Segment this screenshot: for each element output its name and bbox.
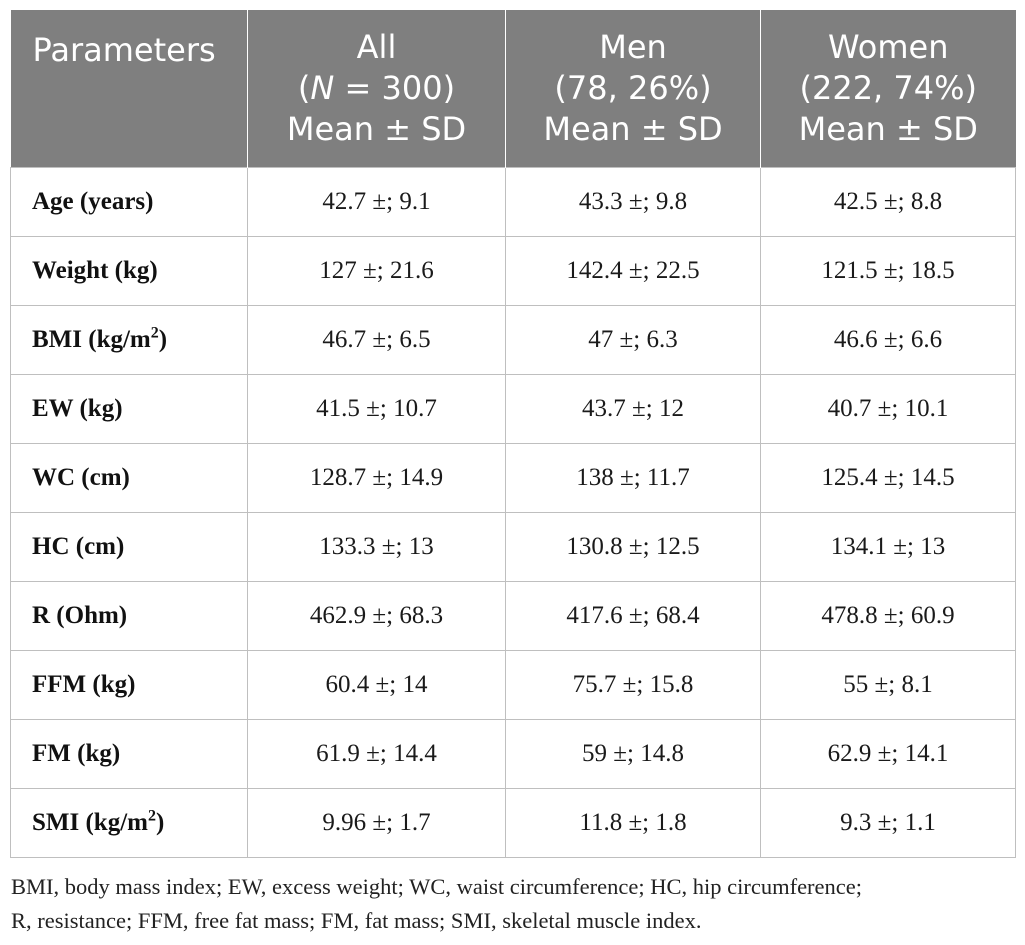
table-row: FM (kg) 61.9 ±; 14.4 59 ±; 14.8 62.9 ±; 14.…	[10, 719, 1016, 789]
cell-all: 133.3 ±; 13	[247, 512, 506, 582]
footnote-line-1: BMI, body mass index; EW, excess weight;…	[11, 874, 863, 899]
table-row: WC (cm) 128.7 ±; 14.9 138 ±; 11.7 125.4 ±; …	[10, 443, 1016, 513]
cell-men: 43.7 ±; 12	[505, 374, 761, 444]
table-row: Weight (kg) 127 ±; 21.6 142.4 ±; 22.5 121.5…	[10, 236, 1016, 306]
cell-all: 127 ±; 21.6	[247, 236, 506, 306]
table-header: Parameters All (N = 300) Mean ± SD Men (…	[10, 10, 1016, 168]
header-row: Parameters All (N = 300) Mean ± SD Men (…	[10, 10, 1016, 168]
row-label: Age (years)	[10, 167, 248, 237]
cell-all: 41.5 ±; 10.7	[247, 374, 506, 444]
cell-men: 11.8 ±; 1.8	[505, 788, 761, 858]
table-row: EW (kg) 41.5 ±; 10.7 43.7 ±; 12 40.7 ±; 10.…	[10, 374, 1016, 444]
cell-women: 40.7 ±; 10.1	[760, 374, 1016, 444]
cell-men: 142.4 ±; 22.5	[505, 236, 761, 306]
cell-all: 462.9 ±; 68.3	[247, 581, 506, 651]
table-row: BMI (kg/m2) 46.7 ±; 6.5 47 ±; 6.3 46.6 ±; 6…	[10, 305, 1016, 375]
table-footnote: BMI, body mass index; EW, excess weight;…	[10, 870, 1016, 938]
cell-men: 138 ±; 11.7	[505, 443, 761, 513]
cell-women: 9.3 ±; 1.1	[760, 788, 1016, 858]
cell-women: 125.4 ±; 14.5	[760, 443, 1016, 513]
row-label: WC (cm)	[10, 443, 248, 513]
table-row: FFM (kg) 60.4 ±; 14 75.7 ±; 15.8 55 ±; 8.1	[10, 650, 1016, 720]
cell-all: 46.7 ±; 6.5	[247, 305, 506, 375]
cell-all: 42.7 ±; 9.1	[247, 167, 506, 237]
table-body: Age (years) 42.7 ±; 9.1 43.3 ±; 9.8 42.5 ±;…	[10, 167, 1016, 858]
row-label: FFM (kg)	[10, 650, 248, 720]
header-men-title: Men	[599, 28, 667, 66]
cell-women: 134.1 ±; 13	[760, 512, 1016, 582]
row-label: HC (cm)	[10, 512, 248, 582]
cell-women: 62.9 ±; 14.1	[760, 719, 1016, 789]
header-women-stat: Mean ± SD	[798, 110, 978, 148]
header-women-count: (222, 74%)	[799, 69, 977, 107]
header-all-stat: Mean ± SD	[286, 110, 467, 148]
cell-all: 60.4 ±; 14	[247, 650, 506, 720]
cell-all: 61.9 ±; 14.4	[247, 719, 506, 789]
cell-men: 130.8 ±; 12.5	[505, 512, 761, 582]
row-label: Weight (kg)	[10, 236, 248, 306]
cell-all: 9.96 ±; 1.7	[247, 788, 506, 858]
table-row: R (Ohm) 462.9 ±; 68.3 417.6 ±; 68.4 478.8 ±…	[10, 581, 1016, 651]
cell-men: 47 ±; 6.3	[505, 305, 761, 375]
cell-women: 478.8 ±; 60.9	[760, 581, 1016, 651]
data-table: Parameters All (N = 300) Mean ± SD Men (…	[10, 10, 1016, 858]
table-row: Age (years) 42.7 ±; 9.1 43.3 ±; 9.8 42.5 ±;…	[10, 167, 1016, 237]
table-container: Parameters All (N = 300) Mean ± SD Men (…	[10, 10, 1016, 938]
header-all: All (N = 300) Mean ± SD	[247, 10, 506, 168]
header-men: Men (78, 26%) Mean ± SD	[505, 10, 761, 168]
header-men-count: (78, 26%)	[554, 69, 712, 107]
header-all-title: All	[356, 28, 397, 66]
cell-women: 55 ±; 8.1	[760, 650, 1016, 720]
cell-men: 417.6 ±; 68.4	[505, 581, 761, 651]
cell-men: 59 ±; 14.8	[505, 719, 761, 789]
cell-women: 121.5 ±; 18.5	[760, 236, 1016, 306]
header-all-count: (N = 300)	[297, 69, 456, 107]
footnote-line-2: R, resistance; FFM, free fat mass; FM, f…	[11, 908, 702, 933]
row-label: EW (kg)	[10, 374, 248, 444]
cell-all: 128.7 ±; 14.9	[247, 443, 506, 513]
cell-men: 43.3 ±; 9.8	[505, 167, 761, 237]
header-men-stat: Mean ± SD	[543, 110, 723, 148]
table-row: HC (cm) 133.3 ±; 13 130.8 ±; 12.5 134.1 ±; …	[10, 512, 1016, 582]
cell-men: 75.7 ±; 15.8	[505, 650, 761, 720]
table-row: SMI (kg/m2) 9.96 ±; 1.7 11.8 ±; 1.8 9.3 ±; …	[10, 788, 1016, 858]
row-label: R (Ohm)	[10, 581, 248, 651]
row-label: FM (kg)	[10, 719, 248, 789]
header-women-title: Women	[828, 28, 949, 66]
row-label: SMI (kg/m2)	[10, 788, 248, 858]
cell-women: 46.6 ±; 6.6	[760, 305, 1016, 375]
header-women: Women (222, 74%) Mean ± SD	[760, 10, 1016, 168]
cell-women: 42.5 ±; 8.8	[760, 167, 1016, 237]
row-label: BMI (kg/m2)	[10, 305, 248, 375]
header-parameters: Parameters	[10, 10, 248, 168]
